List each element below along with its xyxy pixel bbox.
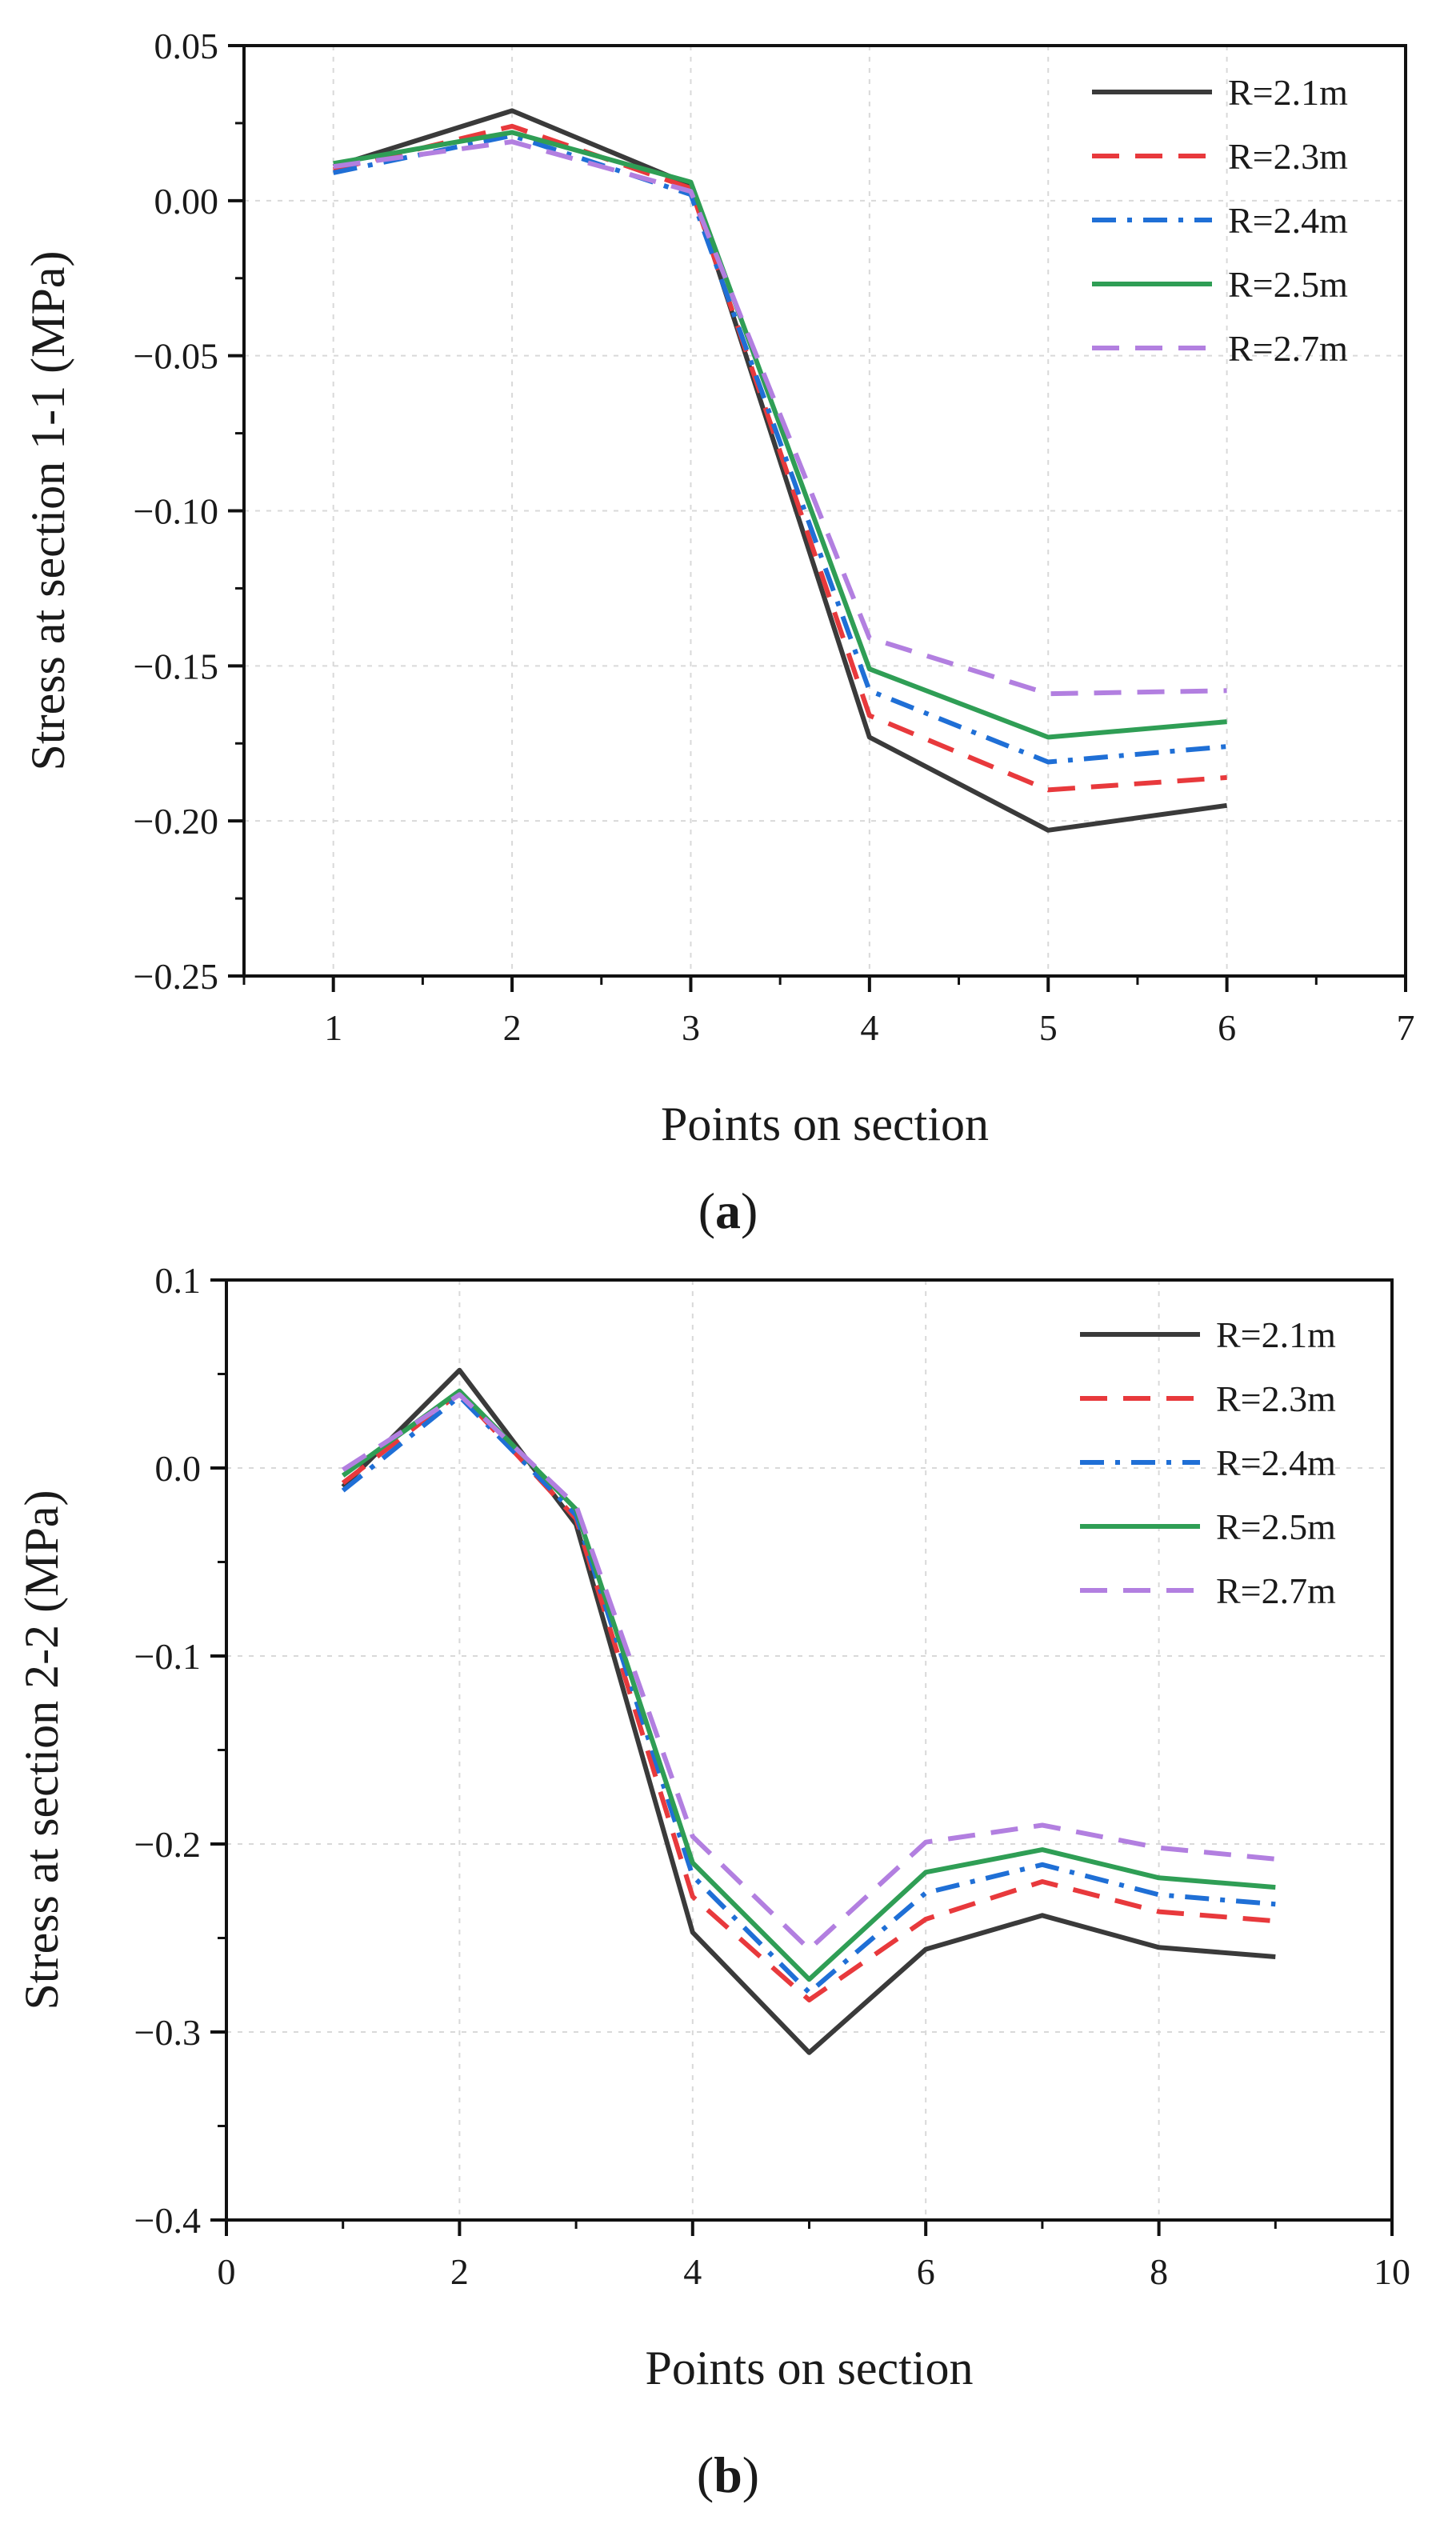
c1-y-axis: 0.1 0.0 −0.1 −0.2 −0.3 −0.4 xyxy=(134,1260,226,2241)
c0-y-tick-label-4: −0.15 xyxy=(134,646,218,686)
chart-b: 0 2 4 6 8 10 0.1 0.0 −0.1 −0.2 −0.3 −0.4 Points on s… xyxy=(15,1260,1410,2394)
c1-x-tick-label-4: 8 xyxy=(1150,2251,1168,2292)
c1-series-line-0 xyxy=(341,1367,1276,2055)
c1-legend: R=2.1m R=2.3m R=2.4m R=2.5m R=2.7m xyxy=(1080,1314,1336,1611)
c0-legend-label-1: R=2.3m xyxy=(1228,136,1348,177)
c0-legend-label-3: R=2.5m xyxy=(1228,264,1348,305)
c0-x-axis: 1 2 3 4 5 6 7 xyxy=(242,976,1415,1048)
c1-series xyxy=(341,1367,1276,2055)
c1-x-tick-label-3: 6 xyxy=(917,2251,935,2292)
c0-legend-label-2: R=2.4m xyxy=(1228,200,1348,241)
c1-series-line-4 xyxy=(342,1392,1276,1952)
c1-y-tick-label-5: −0.4 xyxy=(134,2200,201,2241)
c1-x-tick-label-0: 0 xyxy=(218,2251,236,2292)
c0-grid xyxy=(244,46,1406,976)
c1-y-tick-label-4: −0.3 xyxy=(134,2012,201,2053)
panel-b-caption: (b) xyxy=(697,2446,759,2503)
c1-plot-frame xyxy=(225,1278,1394,2222)
c1-y-tick-label-1: 0.0 xyxy=(155,1448,202,1489)
c0-y-axis-label: Stress at section 1-1 (MPa) xyxy=(22,251,74,771)
c0-series-line-4 xyxy=(333,139,1227,697)
c0-series-line-3 xyxy=(333,130,1227,740)
c0-x-tick-label-1: 2 xyxy=(503,1007,522,1048)
c0-legend-label-4: R=2.7m xyxy=(1228,328,1348,369)
c0-x-axis-label: Points on section xyxy=(661,1098,989,1150)
c0-y-tick-label-6: −0.25 xyxy=(134,956,218,997)
chart-a: 1 2 3 4 5 6 7 0.05 0.00 −0.05 −0.10 −0.15 −0.20 −0.25… xyxy=(22,26,1415,1150)
c1-legend-label-0: R=2.1m xyxy=(1216,1314,1336,1355)
c1-x-axis: 0 2 4 6 8 10 xyxy=(218,2220,1410,2292)
c0-series xyxy=(332,108,1228,833)
c1-y-tick-label-0: 0.1 xyxy=(155,1260,202,1301)
c0-y-tick-label-3: −0.10 xyxy=(134,491,218,532)
c1-legend-label-2: R=2.4m xyxy=(1216,1442,1336,1483)
c1-legend-label-3: R=2.5m xyxy=(1216,1506,1336,1547)
c0-y-tick-label-2: −0.05 xyxy=(134,336,218,377)
c1-grid xyxy=(226,1280,1392,2220)
c1-y-axis-label: Stress at section 2-2 (MPa) xyxy=(15,1490,68,2010)
c1-x-tick-label-2: 4 xyxy=(683,2251,702,2292)
c0-x-tick-label-3: 4 xyxy=(860,1007,878,1048)
c1-x-axis-label: Points on section xyxy=(645,2342,973,2394)
c0-y-tick-label-0: 0.05 xyxy=(154,26,219,66)
c1-x-tick-label-5: 10 xyxy=(1374,2251,1410,2292)
c0-x-tick-label-4: 5 xyxy=(1039,1007,1058,1048)
c0-x-tick-label-5: 6 xyxy=(1218,1007,1236,1048)
c0-legend: R=2.1m R=2.3m R=2.4m R=2.5m R=2.7m xyxy=(1092,72,1348,369)
c0-series-line-2 xyxy=(333,133,1227,765)
c0-y-tick-label-1: 0.00 xyxy=(154,181,219,222)
panel-a-caption: (a) xyxy=(698,1182,758,1239)
c0-legend-label-0: R=2.1m xyxy=(1228,72,1348,113)
c1-y-tick-label-2: −0.1 xyxy=(134,1636,201,1677)
c0-x-tick-label-2: 3 xyxy=(682,1007,700,1048)
c1-legend-label-4: R=2.7m xyxy=(1216,1570,1336,1611)
c0-y-axis: 0.05 0.00 −0.05 −0.10 −0.15 −0.20 −0.25 xyxy=(134,26,244,997)
c0-x-tick-label-0: 1 xyxy=(324,1007,342,1048)
c1-y-tick-label-3: −0.2 xyxy=(134,1824,201,1865)
c1-legend-label-1: R=2.3m xyxy=(1216,1378,1336,1419)
c0-series-line-0 xyxy=(332,108,1228,833)
c1-series-line-2 xyxy=(341,1394,1276,1995)
c1-series-line-1 xyxy=(341,1390,1276,2002)
c1-x-tick-label-1: 2 xyxy=(450,2251,469,2292)
c0-y-tick-label-5: −0.20 xyxy=(134,801,218,842)
c0-series-line-1 xyxy=(332,123,1227,793)
c0-x-tick-label-6: 7 xyxy=(1397,1007,1415,1048)
